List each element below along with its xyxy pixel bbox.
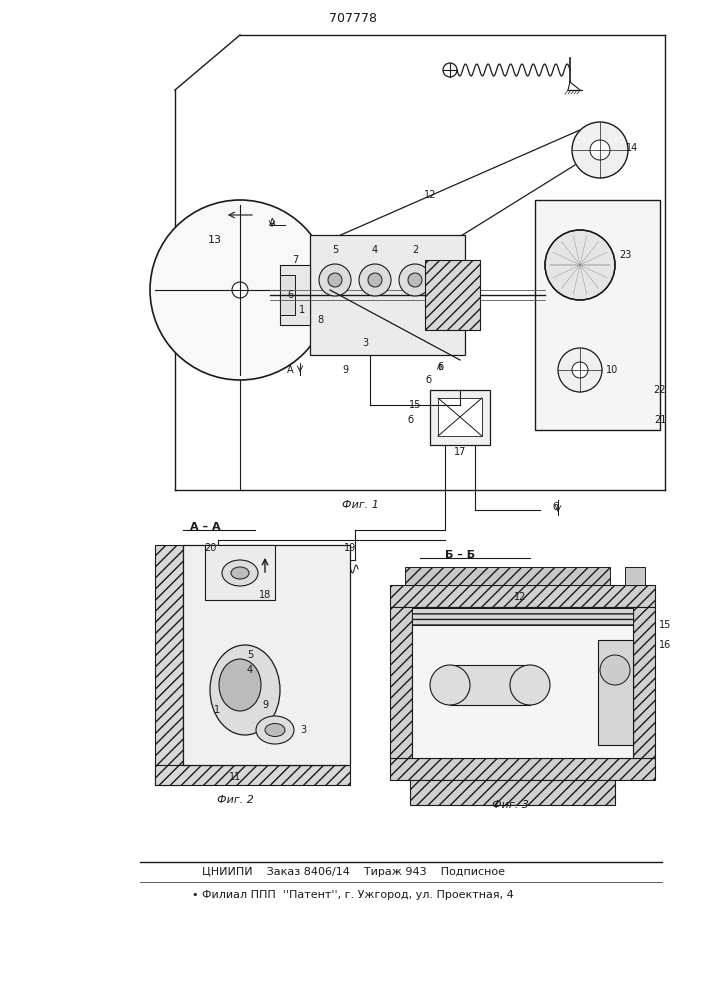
Circle shape	[328, 273, 342, 287]
Text: 17: 17	[454, 447, 466, 457]
Bar	[155, 545, 183, 785]
Bar	[405, 567, 610, 585]
Ellipse shape	[222, 560, 258, 586]
Bar	[625, 567, 645, 585]
Text: ЦНИИПИ    Заказ 8406/14    Тираж 943    Подписное: ЦНИИПИ Заказ 8406/14 Тираж 943 Подписное	[201, 867, 505, 877]
Text: 12: 12	[423, 190, 436, 200]
Text: 5: 5	[247, 650, 253, 660]
Circle shape	[600, 655, 630, 685]
Text: 3: 3	[362, 338, 368, 348]
Circle shape	[368, 273, 382, 287]
Text: 2: 2	[412, 245, 418, 255]
Circle shape	[408, 273, 422, 287]
Text: Фиг. 3: Фиг. 3	[491, 800, 528, 810]
Text: 1: 1	[299, 305, 305, 315]
Bar	[280, 275, 295, 315]
Text: 1: 1	[214, 705, 220, 715]
Circle shape	[399, 264, 431, 296]
Circle shape	[430, 665, 470, 705]
Text: 7: 7	[292, 255, 298, 265]
Text: 19: 19	[344, 543, 356, 553]
Text: 13: 13	[208, 235, 222, 245]
Circle shape	[150, 200, 330, 380]
Bar	[412, 607, 633, 625]
Text: А: А	[286, 365, 293, 375]
Text: 22: 22	[654, 385, 666, 395]
Bar	[430, 390, 490, 445]
Text: 4: 4	[247, 665, 253, 675]
Text: Фиг. 2: Фиг. 2	[216, 795, 253, 805]
Text: 16: 16	[659, 640, 671, 650]
Text: 15: 15	[659, 620, 671, 630]
Text: б: б	[437, 362, 443, 372]
Text: А: А	[269, 218, 275, 228]
Bar	[218, 555, 246, 577]
Text: б: б	[552, 502, 558, 512]
Bar	[535, 200, 660, 430]
Text: б: б	[425, 375, 431, 385]
Text: 12: 12	[514, 592, 526, 602]
Text: Фиг. 1: Фиг. 1	[341, 500, 378, 510]
Text: 23: 23	[619, 250, 631, 260]
Bar	[205, 545, 275, 600]
Text: Б – Б: Б – Б	[445, 550, 475, 560]
Text: 6: 6	[287, 290, 293, 300]
Circle shape	[558, 348, 602, 392]
Circle shape	[572, 122, 628, 178]
Bar	[633, 607, 655, 758]
Text: A – A: A – A	[189, 522, 221, 532]
Text: б: б	[407, 415, 413, 425]
Circle shape	[319, 264, 351, 296]
Text: 3: 3	[300, 725, 306, 735]
Text: 5: 5	[332, 245, 338, 255]
Bar	[410, 780, 615, 805]
Text: 20: 20	[204, 543, 216, 553]
Ellipse shape	[265, 724, 285, 736]
Text: 8: 8	[317, 315, 323, 325]
Text: 14: 14	[626, 143, 638, 153]
Text: 707778: 707778	[329, 11, 377, 24]
Bar	[450, 665, 530, 705]
Bar	[425, 260, 480, 330]
Bar	[308, 558, 336, 580]
Text: 21: 21	[654, 415, 666, 425]
Text: 18: 18	[259, 590, 271, 600]
Circle shape	[443, 63, 457, 77]
Text: 10: 10	[606, 365, 618, 375]
Circle shape	[232, 282, 248, 298]
Circle shape	[510, 665, 550, 705]
Text: 15: 15	[409, 400, 421, 410]
Bar	[390, 758, 655, 780]
Text: • Филиал ППП  ''Патент'', г. Ужгород, ул. Проектная, 4: • Филиал ППП ''Патент'', г. Ужгород, ул.…	[192, 890, 514, 900]
Bar	[280, 265, 310, 325]
Text: 11: 11	[229, 772, 241, 782]
Bar	[390, 585, 655, 607]
Bar	[438, 398, 482, 436]
Bar	[183, 545, 350, 765]
Circle shape	[359, 264, 391, 296]
Bar	[598, 640, 633, 745]
Circle shape	[247, 547, 283, 583]
Ellipse shape	[210, 645, 280, 735]
Ellipse shape	[231, 567, 249, 579]
Ellipse shape	[219, 659, 261, 711]
Circle shape	[572, 362, 588, 378]
Circle shape	[590, 140, 610, 160]
Bar	[412, 607, 633, 758]
Bar	[390, 607, 412, 758]
Text: 9: 9	[342, 365, 348, 375]
Circle shape	[545, 230, 615, 300]
Text: 4: 4	[372, 245, 378, 255]
Text: 9: 9	[262, 700, 268, 710]
Bar	[155, 765, 350, 785]
Bar	[310, 235, 465, 355]
Ellipse shape	[256, 716, 294, 744]
